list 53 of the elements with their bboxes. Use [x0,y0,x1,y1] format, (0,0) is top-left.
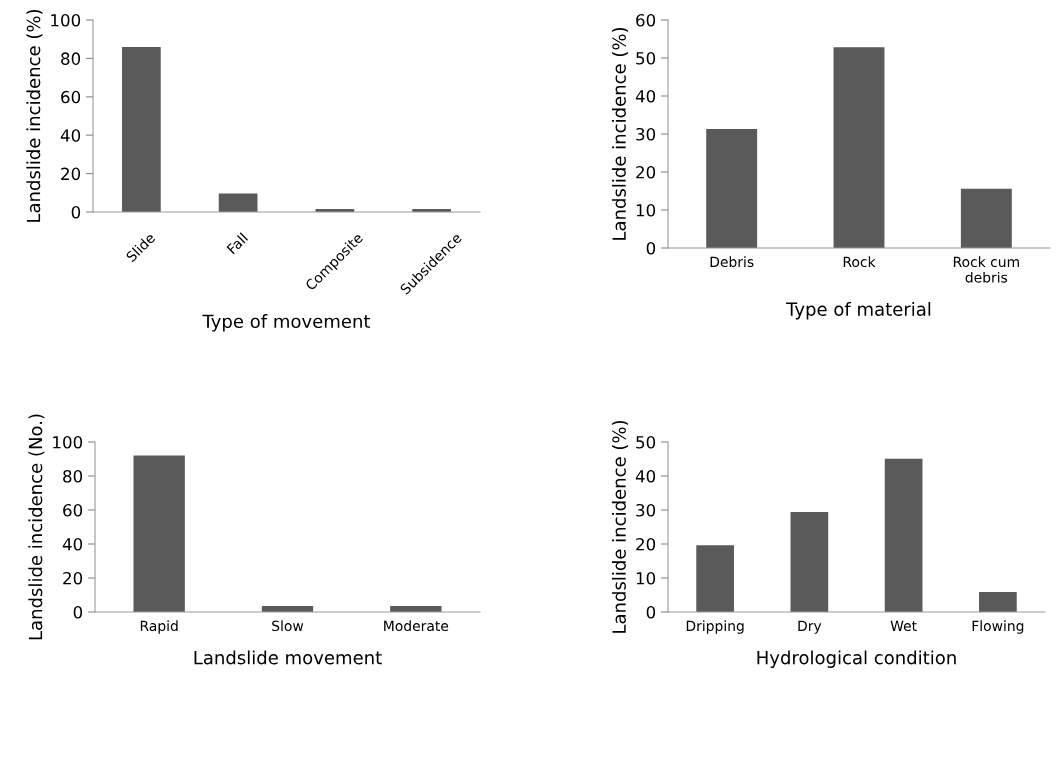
y-tick-label: 80 [61,52,81,65]
bar [979,591,1017,612]
y-tick-label: 30 [636,127,656,141]
y-tick-label: 50 [636,435,656,449]
y-tick-label: 10 [636,571,656,585]
y-tick-label: 60 [63,503,83,517]
y-tick-label: 20 [61,167,81,181]
x-tick-label: Rapid [140,620,178,634]
x-tick-label: Fall [226,232,249,255]
y-tick-label: 20 [636,537,656,551]
bar [696,545,734,612]
x-axis-title: Landslide movement [194,650,382,665]
y-tick-label: 40 [60,129,81,142]
y-tick-label: 50 [636,51,656,65]
x-axis-title: Type of movement [202,314,371,332]
y-axis-title: Landslide incidence (No.) [28,414,45,640]
y-tick-label: 60 [636,13,656,27]
bar [790,512,829,612]
y-tick-label: 0 [71,205,81,219]
x-tick-label: Rock cum debris [953,256,1019,283]
x-tick-label: Dripping [686,620,744,634]
bar [218,193,258,212]
y-axis-title: Landslide incidence (%) [26,9,43,222]
y-tick-label: 0 [646,605,656,619]
x-tick-label: Wet [890,620,917,632]
x-tick-label: Dry [798,620,822,634]
y-tick-label: 40 [635,469,656,483]
bar [833,47,885,248]
y-tick-label: 20 [63,571,83,585]
x-axis-title: Hydrological condition [757,650,956,668]
x-axis-title: Type of material [786,301,931,320]
y-axis-title: Landslide incidence (%) [611,27,629,240]
y-tick-label: 80 [63,469,83,483]
x-tick-label: Slow [272,620,304,632]
bar [122,46,161,212]
y-tick-label: 100 [53,435,83,449]
bar [960,188,1012,248]
bar [884,458,923,612]
x-tick-label: Rock [843,256,876,268]
bar [706,129,758,248]
y-tick-label: 30 [636,503,656,517]
y-axis-title: Landslide incidence (%) [611,420,629,633]
y-tick-label: 20 [636,165,656,179]
y-tick-label: 0 [646,241,656,255]
y-tick-label: 0 [73,605,83,619]
x-tick-label: Flowing [972,620,1024,634]
y-tick-label: 40 [635,89,656,103]
x-tick-label: Moderate [384,620,449,632]
x-tick-label: Debris [710,256,754,268]
y-tick-label: 100 [51,13,81,27]
y-tick-label: 60 [61,90,81,104]
y-tick-label: 40 [62,537,83,551]
y-tick-label: 10 [636,203,656,217]
